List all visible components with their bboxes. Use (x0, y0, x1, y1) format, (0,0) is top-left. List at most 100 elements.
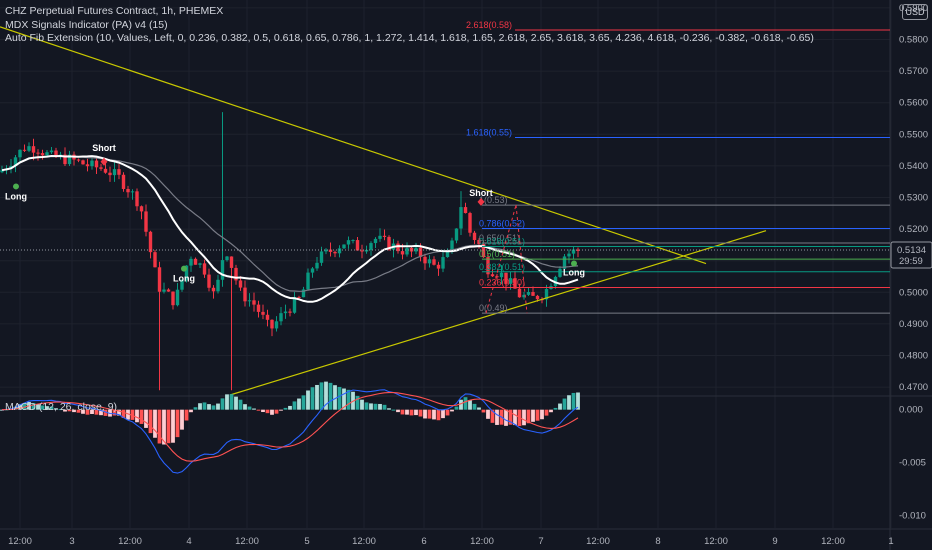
macd-histogram-bar (270, 409, 274, 415)
indicator-legend-fib[interactable]: Auto Fib Extension (10, Values, Left, 0,… (5, 32, 814, 44)
candle-body (504, 272, 508, 284)
macd-histogram-bar (310, 387, 315, 410)
macd-histogram-bar (427, 409, 432, 419)
candle-body (85, 164, 90, 167)
macd-histogram-bar (40, 405, 45, 410)
macd-histogram-bar (220, 398, 225, 410)
macd-histogram-bar (495, 409, 499, 425)
long-signal-marker (571, 260, 577, 267)
candle-body (234, 267, 238, 281)
signal-label: Long (563, 268, 585, 278)
macd-histogram-bar (175, 409, 180, 438)
candle-body (567, 253, 571, 257)
currency-button[interactable]: USD (902, 4, 928, 20)
candle-body (121, 174, 126, 189)
candle-body (450, 240, 454, 252)
candle-body (265, 314, 270, 320)
time-tick-label: 12:00 (586, 536, 610, 547)
macd-legend[interactable]: MACD (12, 26, close, 9) (5, 401, 118, 413)
candle-body (490, 274, 495, 277)
candle-body (562, 256, 567, 269)
macd-histogram-bar (346, 389, 351, 410)
macd-histogram-bar (72, 409, 76, 413)
macd-histogram-bar (549, 409, 553, 413)
time-tick-label: 12:00 (470, 536, 494, 547)
candle-body (355, 240, 360, 251)
candle-body (481, 244, 486, 258)
macd-histogram-bar (144, 409, 148, 428)
short-signal-marker (477, 197, 485, 206)
candle-body (364, 249, 369, 252)
price-tick-label: 0.5500 (899, 129, 928, 140)
macd-histogram-bar (355, 395, 360, 410)
time-tick-label: 5 (304, 536, 309, 547)
signal-label: Long (5, 191, 27, 201)
macd-histogram-bar (189, 409, 193, 413)
macd-histogram-bar (315, 384, 319, 410)
macd-histogram-bar (67, 409, 72, 412)
fib-level-label: 0.5(0.51) (479, 249, 515, 259)
macd-histogram-bar (477, 407, 481, 410)
macd-histogram-bar (238, 399, 243, 410)
candle-body (144, 211, 148, 232)
macd-histogram-bar (454, 406, 459, 410)
fib-level-label: 1(0.53) (479, 195, 508, 205)
macd-histogram-bar (396, 409, 400, 413)
macd-histogram-bar (229, 394, 234, 410)
candle-body (112, 169, 117, 176)
candle-body (319, 251, 324, 263)
indicator-legend-mdx[interactable]: MDX Signals Indicator (PA) v4 (15) (5, 19, 168, 31)
macd-histogram-bar (58, 409, 63, 411)
candle-body (400, 251, 405, 255)
candle-body (477, 240, 481, 245)
candle-body (166, 289, 171, 292)
candle-body (130, 191, 135, 193)
macd-histogram-bar (49, 406, 54, 410)
candle-body (220, 260, 225, 280)
price-tick-label: 0.5900 (899, 3, 928, 14)
macd-histogram-bar (207, 404, 211, 410)
candle-body (94, 160, 99, 168)
macd-histogram-bar (297, 398, 301, 410)
candle-body (292, 297, 297, 313)
macd-histogram-bar (99, 409, 103, 416)
candle-body (153, 252, 157, 268)
candle-body (36, 152, 40, 154)
candle-body (135, 191, 139, 207)
fib-level-label: 2.618(0.58) (466, 20, 512, 30)
fib-level-label: 0.618(0.51) (479, 236, 525, 246)
price-tick-label: 0.5300 (899, 193, 928, 204)
candle-body (157, 267, 162, 292)
candle-body (247, 300, 252, 302)
candle-body (576, 249, 580, 251)
descending-trendline (0, 26, 707, 265)
candle-body (499, 272, 504, 278)
candle-body (162, 289, 166, 292)
candle-body (342, 244, 346, 249)
macd-histogram-bar (508, 409, 513, 425)
candle-body (175, 289, 180, 306)
candle-body (90, 160, 94, 167)
signal-label: Short (92, 143, 116, 153)
candle-body (108, 172, 112, 176)
candle-body (216, 279, 220, 292)
candle-body (211, 287, 216, 292)
macd-histogram-bar (90, 409, 94, 414)
time-tick-label: 9 (772, 536, 777, 547)
macd-histogram-bar (490, 409, 495, 423)
price-tick-label: 0.4800 (899, 351, 928, 362)
candle-body (297, 297, 301, 299)
candle-body (535, 295, 540, 300)
macd-histogram-bar (180, 409, 184, 430)
grid-lines (0, 0, 892, 528)
macd-histogram-bar (463, 397, 468, 410)
macd-histogram-bar (283, 407, 288, 410)
time-tick-label: 3 (69, 536, 74, 547)
macd-histogram-bar (414, 409, 418, 416)
candle-body (486, 257, 490, 275)
candle-body (531, 292, 535, 296)
macd-histogram-bar (234, 396, 238, 410)
macd-histogram-bar (391, 409, 396, 411)
